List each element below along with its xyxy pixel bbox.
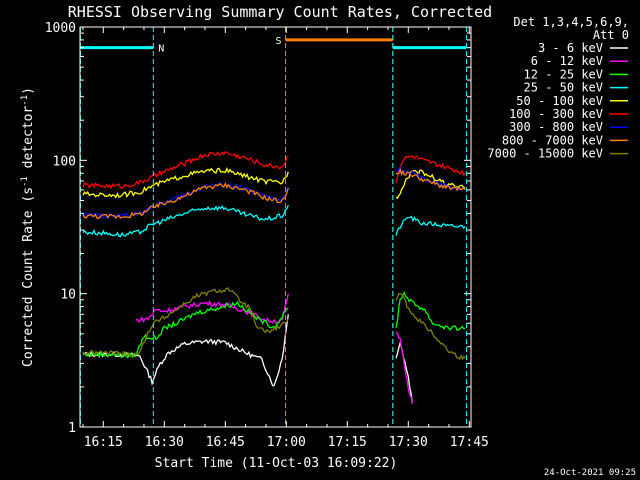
series-6 <box>82 166 466 219</box>
legend-label-7: 800 - 7000 keV <box>502 133 603 147</box>
series-line-2-1 <box>395 291 466 332</box>
series-5 <box>82 151 466 190</box>
series-line-4-0 <box>82 167 289 199</box>
legend-label-6: 300 - 800 keV <box>509 120 603 134</box>
legend-header-line2: Att 0 <box>593 28 629 42</box>
legend-label-8: 7000 - 15000 keV <box>487 147 603 161</box>
series-line-3-1 <box>395 215 466 236</box>
series-line-6-0 <box>82 181 289 219</box>
series-line-1-0 <box>135 293 289 324</box>
series-3 <box>82 205 466 238</box>
y-tick-label-2: 10 <box>60 288 76 303</box>
x-tick-label-4: 17:15 <box>328 435 367 450</box>
x-tick-label-5: 17:30 <box>389 435 428 450</box>
chart-title: RHESSI Observing Summary Count Rates, Co… <box>68 3 492 21</box>
legend-label-3: 25 - 50 keV <box>524 81 603 95</box>
series-line-5-0 <box>82 151 289 190</box>
series-1 <box>135 293 414 404</box>
series-line-7-1 <box>395 167 466 192</box>
x-tick-label-2: 16:45 <box>206 435 245 450</box>
legend-label-2: 12 - 25 keV <box>524 67 603 81</box>
series-7 <box>82 167 466 220</box>
x-axis-label: Start Time (11-Oct-03 16:09:22) <box>155 456 398 471</box>
x-tick-label-1: 16:30 <box>145 435 184 450</box>
legend-label-5: 100 - 300 keV <box>509 107 603 121</box>
interval-label-1: S <box>275 36 281 47</box>
series-line-0-0 <box>82 314 289 387</box>
series-line-1-1 <box>395 331 414 404</box>
series-2 <box>82 291 466 359</box>
series-8 <box>82 287 466 361</box>
series-0 <box>82 314 414 404</box>
series-line-7-0 <box>82 182 289 220</box>
plot-frame <box>79 26 472 428</box>
series-4 <box>82 167 466 200</box>
y-tick-label-3: 1 <box>68 421 76 436</box>
legend-label-4: 50 - 100 keV <box>516 94 603 108</box>
legend-label-0: 3 - 6 keV <box>538 41 603 55</box>
series-line-3-0 <box>82 205 289 238</box>
series-line-4-1 <box>395 169 466 200</box>
legend-label-1: 6 - 12 keV <box>531 54 603 68</box>
series-line-2-0 <box>82 300 289 359</box>
legend-header-line1: Det 1,3,4,5,6,9, <box>513 15 629 29</box>
y-tick-label-0: 1000 <box>45 21 76 36</box>
series-line-8-0 <box>82 287 289 358</box>
interval-label-0: N <box>158 44 164 55</box>
x-tick-label-6: 17:45 <box>450 435 489 450</box>
x-tick-label-3: 17:00 <box>267 435 306 450</box>
series-line-8-1 <box>395 292 466 361</box>
y-axis-label: Corrected Count Rate (s-1 detector-1) <box>20 87 36 367</box>
footer-date: 24-Oct-2021 09:25 <box>544 468 636 478</box>
x-tick-label-0: 16:15 <box>84 435 123 450</box>
y-tick-label-1: 100 <box>53 154 76 169</box>
series-line-5-1 <box>395 155 466 183</box>
